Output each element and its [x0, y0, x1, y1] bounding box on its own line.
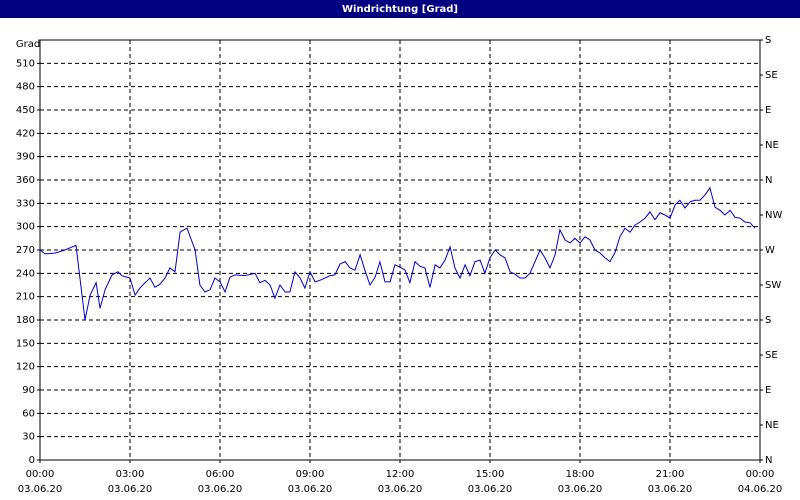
- y2-tick-label: N: [765, 175, 772, 186]
- y-tick-label: 270: [16, 245, 35, 256]
- y-tick-label: 390: [16, 152, 35, 163]
- x-tick-label: 06:00: [206, 469, 235, 480]
- y2-tick-label: NE: [765, 420, 779, 431]
- y2-tick-label: E: [765, 105, 771, 116]
- y-tick-label: 450: [16, 105, 35, 116]
- y-tick-label: 210: [16, 292, 35, 303]
- x-tick-label: 00:00: [746, 469, 775, 480]
- x-tick-date: 04.06.20: [738, 484, 783, 495]
- y-tick-label: 510: [16, 58, 35, 69]
- y2-tick-label: NE: [765, 140, 779, 151]
- y-tick-label: 420: [16, 128, 35, 139]
- x-tick-label: 15:00: [476, 469, 505, 480]
- x-tick-label: 00:00: [26, 469, 55, 480]
- x-tick-date: 03.06.20: [648, 484, 693, 495]
- y-tick-label: 330: [16, 198, 35, 209]
- x-tick-date: 03.06.20: [288, 484, 333, 495]
- x-tick-date: 03.06.20: [558, 484, 603, 495]
- x-tick-label: 12:00: [386, 469, 415, 480]
- chart-title: Windrichtung [Grad]: [342, 4, 458, 15]
- y-tick-label: 0: [29, 455, 35, 466]
- y-tick-label: 360: [16, 175, 35, 186]
- y-tick-label: 150: [16, 338, 35, 349]
- y2-tick-label: S: [765, 315, 771, 326]
- y2-tick-label: SE: [765, 70, 778, 81]
- y-axis-label: Grad: [16, 39, 40, 50]
- y-tick-label: 300: [16, 222, 35, 233]
- title-bar: [0, 0, 800, 18]
- y2-tick-label: N: [765, 455, 772, 466]
- y2-tick-label: E: [765, 385, 771, 396]
- y2-tick-label: SW: [765, 280, 781, 291]
- y-tick-label: 240: [16, 268, 35, 279]
- data-line: [39, 186, 756, 321]
- x-tick-label: 03:00: [116, 469, 145, 480]
- x-tick-label: 21:00: [656, 469, 685, 480]
- x-tick-label: 09:00: [296, 469, 325, 480]
- y-tick-label: 90: [22, 385, 35, 396]
- x-tick-date: 03.06.20: [108, 484, 153, 495]
- y2-tick-label: W: [765, 245, 775, 256]
- y2-tick-label: NW: [765, 210, 782, 221]
- y-tick-label: 30: [22, 432, 35, 443]
- x-tick-date: 03.06.20: [378, 484, 423, 495]
- y-tick-label: 480: [16, 82, 35, 93]
- y-tick-label: 120: [16, 362, 35, 373]
- y-tick-label: 60: [22, 408, 35, 419]
- y2-tick-label: S: [765, 35, 771, 46]
- x-tick-date: 03.06.20: [18, 484, 63, 495]
- x-tick-date: 03.06.20: [198, 484, 243, 495]
- y2-tick-label: SE: [765, 350, 778, 361]
- y-tick-label: 180: [16, 315, 35, 326]
- x-tick-date: 03.06.20: [468, 484, 513, 495]
- x-tick-label: 18:00: [566, 469, 595, 480]
